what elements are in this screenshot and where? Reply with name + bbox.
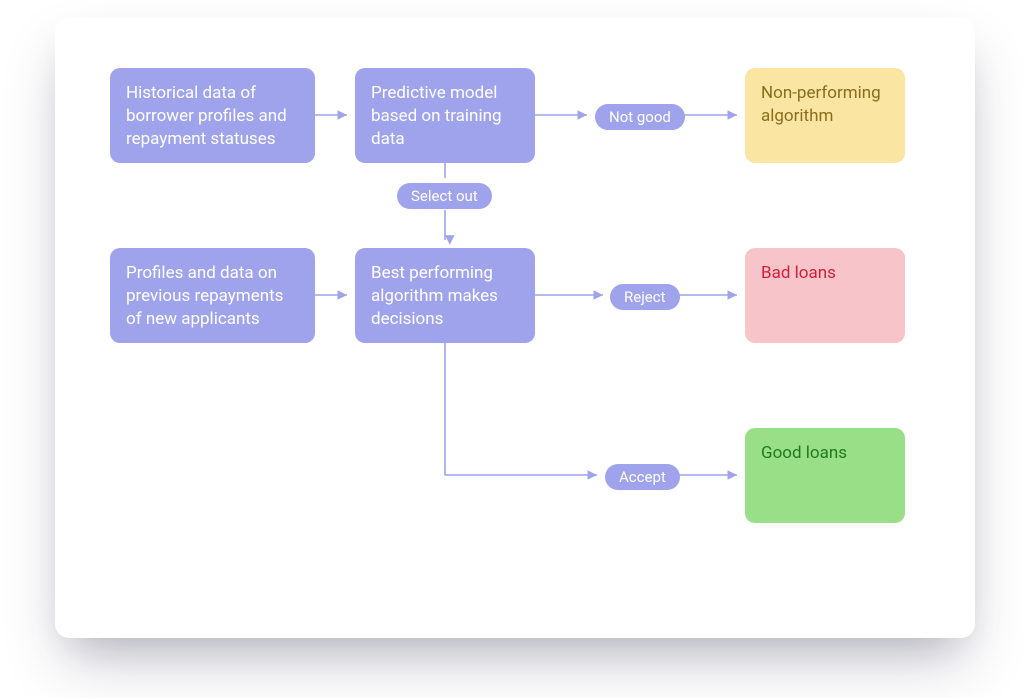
node-label: Bad loans xyxy=(761,263,836,283)
node-best-performing-algorithm: Best performing algorithm makes decision… xyxy=(355,248,535,343)
node-bad-loans: Bad loans xyxy=(745,248,905,343)
edge-bestalgo-elbow-to-accept xyxy=(445,343,597,475)
edge-label-reject: Reject xyxy=(610,284,680,310)
node-historical-data: Historical data of borrower profiles and… xyxy=(110,68,315,163)
pill-label: Select out xyxy=(411,187,478,205)
node-predictive-model: Predictive model based on training data xyxy=(355,68,535,163)
edge-label-select-out: Select out xyxy=(397,183,492,209)
edge-label-accept: Accept xyxy=(605,464,680,490)
node-good-loans: Good loans xyxy=(745,428,905,523)
node-label: Profiles and data on previous repayments… xyxy=(126,263,283,329)
node-new-applicants: Profiles and data on previous repayments… xyxy=(110,248,315,343)
node-non-performing-algorithm: Non-performing algorithm xyxy=(745,68,905,163)
node-label: Best performing algorithm makes decision… xyxy=(371,263,498,329)
pill-label: Not good xyxy=(609,108,671,126)
node-label: Non-performing algorithm xyxy=(761,83,881,126)
node-label: Historical data of borrower profiles and… xyxy=(126,83,287,149)
diagram-card: Historical data of borrower profiles and… xyxy=(55,18,975,638)
pill-label: Accept xyxy=(619,468,666,486)
edge-label-not-good: Not good xyxy=(595,104,685,130)
pill-label: Reject xyxy=(624,288,666,306)
node-label: Good loans xyxy=(761,443,847,463)
node-label: Predictive model based on training data xyxy=(371,83,502,149)
